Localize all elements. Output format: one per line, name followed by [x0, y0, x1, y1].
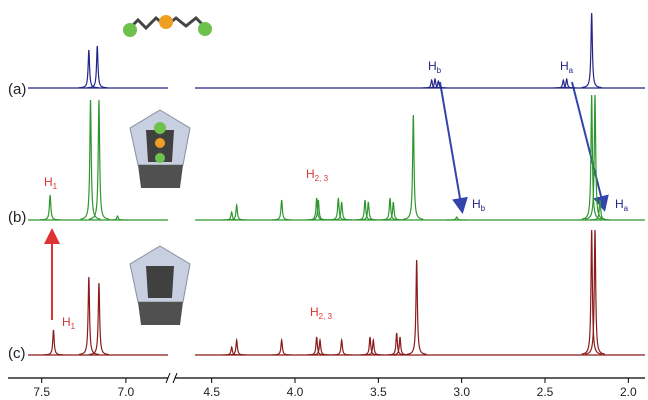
spectrum-label: (c)	[8, 345, 26, 362]
peak-annotation: H2, 3	[306, 167, 329, 183]
annotation-sub: 2, 3	[319, 312, 333, 321]
annotation-main: H	[428, 59, 437, 73]
peak-annotation: Hb	[472, 197, 486, 213]
axis-break	[172, 372, 178, 384]
peak	[226, 337, 247, 356]
peak	[553, 78, 574, 89]
annotation-main: H	[44, 175, 53, 189]
peak	[107, 215, 128, 221]
axis-break	[165, 372, 171, 384]
peak	[379, 197, 401, 221]
peak	[359, 336, 381, 356]
annotation-sub: 1	[53, 182, 58, 191]
x-tick-label: 4.0	[287, 385, 304, 399]
peak	[363, 337, 384, 356]
peak	[308, 199, 329, 221]
peak	[581, 94, 602, 220]
peak	[403, 114, 424, 220]
peak	[226, 202, 247, 221]
peak	[386, 332, 407, 356]
x-tick-label: 7.5	[33, 385, 50, 399]
peak	[584, 229, 606, 355]
peak	[446, 216, 467, 221]
x-tick-label: 2.5	[537, 385, 554, 399]
peak	[425, 77, 445, 89]
x-tick-label: 3.0	[453, 385, 470, 399]
annotation-sub: a	[569, 66, 574, 75]
x-tick-label: 2.0	[620, 385, 637, 399]
host-icon	[129, 245, 191, 325]
guest-icon	[123, 15, 212, 37]
peak	[389, 336, 411, 356]
shift-arrow	[571, 81, 609, 212]
peak	[306, 336, 327, 356]
peak	[584, 94, 606, 220]
shift-arrow	[439, 81, 468, 214]
peak	[428, 79, 449, 89]
peak	[383, 201, 404, 221]
peak-annotation: Ha	[615, 197, 629, 213]
peak-annotation: H1	[62, 315, 76, 331]
x-tick-label: 4.5	[203, 385, 220, 399]
peak	[39, 194, 61, 221]
peak	[581, 12, 602, 89]
annotation-sub: 1	[71, 322, 76, 331]
host-guest-icon	[129, 109, 191, 188]
peak-annotation: Ha	[560, 59, 574, 75]
peak	[221, 345, 242, 356]
peak	[87, 45, 108, 89]
annotation-sub: b	[437, 66, 442, 75]
peak	[331, 337, 352, 356]
spectrum-label: (a)	[8, 81, 26, 98]
peak	[581, 229, 602, 355]
peak-annotation: Hb	[428, 59, 442, 75]
peak	[43, 329, 64, 356]
plot-area: 7.5 7.0 4.5 4.0 3.5 3.0 2.5 2.0	[8, 12, 645, 399]
x-tick-label: 7.0	[118, 385, 135, 399]
peak-annotation: H2, 3	[310, 305, 333, 321]
peak	[358, 201, 379, 221]
peak	[88, 99, 110, 220]
peak	[556, 77, 577, 89]
peak	[78, 276, 100, 356]
peak	[78, 49, 99, 89]
peak	[406, 259, 427, 355]
annotation-main: H	[615, 197, 624, 211]
spectrum-label: (b)	[8, 209, 26, 226]
peak	[309, 337, 331, 356]
peak	[80, 99, 101, 220]
annotation-main: H	[472, 197, 481, 211]
peak	[271, 199, 292, 221]
peak	[271, 337, 292, 356]
annotation-sub: 2, 3	[315, 174, 329, 183]
peak	[331, 201, 352, 221]
annotation-main: H	[560, 59, 569, 73]
annotation-sub: a	[624, 204, 629, 213]
peak-annotation: H1	[44, 175, 58, 191]
peak	[355, 199, 375, 221]
annotation-main: H	[306, 167, 315, 181]
peak	[221, 210, 242, 221]
annotation-main: H	[310, 305, 319, 319]
annotation-main: H	[62, 315, 71, 329]
peak	[328, 197, 349, 221]
peak	[590, 199, 610, 221]
annotation-sub: b	[481, 204, 486, 213]
x-tick-label: 3.5	[370, 385, 387, 399]
peak	[88, 282, 110, 356]
